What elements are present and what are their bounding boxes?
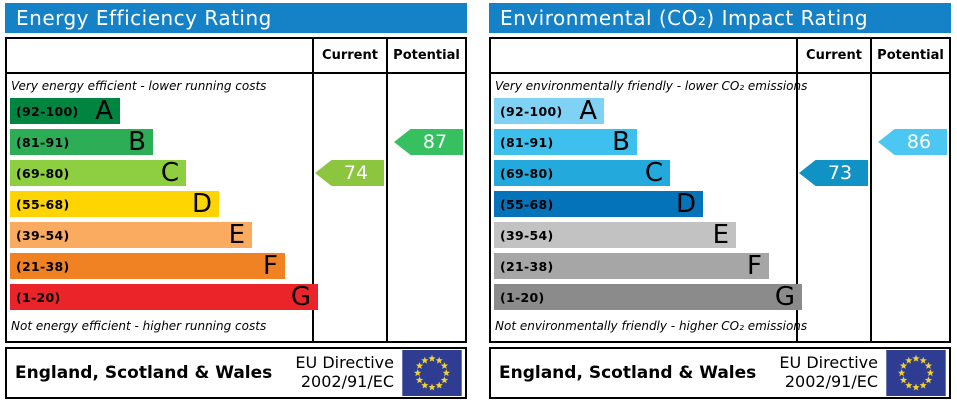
environmental-header-spacer (491, 39, 798, 72)
band-letter: F (747, 251, 762, 281)
environmental-band-b: (81-91) B (494, 129, 637, 155)
environmental-band-e: (39-54) E (494, 222, 736, 248)
environmental-potential-arrow: 86 (878, 129, 947, 155)
environmental-band-f: (21-38) F (494, 253, 769, 279)
environmental-table-header-row: Current Potential (491, 39, 949, 74)
energy-footer: England, Scotland & Wales EU Directive 2… (5, 347, 467, 399)
environmental-panel-title: Environmental (CO₂) Impact Rating (489, 3, 951, 33)
energy-band-f: (21-38) F (10, 253, 285, 279)
band-letter: B (612, 127, 630, 157)
band-range-label: (92-100) (16, 103, 79, 119)
epc-rating-charts: Energy Efficiency Rating Current Potenti… (5, 3, 957, 399)
eu-directive-line2: 2002/91/EC (300, 372, 394, 391)
environmental-band-g: (1-20) G (494, 284, 802, 310)
band-range-label: (81-91) (500, 134, 554, 150)
eu-directive-line1: EU Directive (779, 353, 878, 373)
energy-band-e: (39-54) E (10, 222, 252, 248)
band-range-label: (69-80) (500, 165, 554, 181)
energy-potential-arrow: 87 (394, 129, 463, 155)
eu-flag-icon (402, 350, 462, 396)
eu-directive-label: EU Directive 2002/91/EC (295, 353, 401, 392)
band-letter: A (579, 96, 597, 126)
band-letter: C (160, 158, 179, 188)
energy-band-a: (92-100) A (10, 98, 120, 124)
energy-band-c: (69-80) C (10, 160, 186, 186)
energy-band-g: (1-20) G (10, 284, 318, 310)
band-range-label: (1-20) (16, 289, 61, 305)
environmental-impact-panel: Environmental (CO₂) Impact Rating Curren… (489, 3, 951, 399)
band-range-label: (21-38) (16, 258, 70, 274)
band-range-label: (81-91) (16, 134, 70, 150)
environmental-band-d: (55-68) D (494, 191, 703, 217)
environmental-footer: England, Scotland & Wales EU Directive 2… (489, 347, 951, 399)
band-letter: D (675, 189, 696, 219)
energy-bottom-note: Not energy efficient - higher running co… (11, 319, 267, 333)
environmental-bottom-note: Not environmentally friendly - higher CO… (495, 319, 808, 333)
band-letter: E (712, 220, 729, 250)
band-letter: G (774, 282, 795, 312)
band-range-label: (55-68) (500, 196, 554, 212)
energy-header-spacer (7, 39, 314, 72)
band-range-label: (1-20) (500, 289, 545, 305)
band-range-label: (92-100) (500, 103, 563, 119)
environmental-table-body: Very environmentally friendly - lower CO… (491, 74, 949, 341)
band-range-label: (55-68) (16, 196, 70, 212)
band-range-label: (39-54) (16, 227, 70, 243)
band-letter: C (644, 158, 663, 188)
environmental-top-note: Very environmentally friendly - lower CO… (495, 79, 808, 93)
energy-table-body: Very energy efficient - lower running co… (7, 74, 465, 341)
eu-directive-label: EU Directive 2002/91/EC (779, 353, 885, 392)
energy-table-header-row: Current Potential (7, 39, 465, 74)
energy-top-note: Very energy efficient - lower running co… (11, 79, 267, 93)
energy-panel-title: Energy Efficiency Rating (5, 3, 467, 33)
band-letter: A (95, 96, 113, 126)
band-range-label: (21-38) (500, 258, 554, 274)
eu-directive-line1: EU Directive (295, 353, 394, 373)
environmental-current-column-header: Current (798, 39, 872, 72)
band-letter: D (191, 189, 212, 219)
eu-directive-line2: 2002/91/EC (784, 372, 878, 391)
environmental-rating-table: Current Potential Very environmentally f… (489, 37, 951, 343)
environmental-band-a: (92-100) A (494, 98, 604, 124)
energy-potential-column-header: Potential (393, 48, 460, 63)
energy-band-b: (81-91) B (10, 129, 153, 155)
environmental-potential-column: 86 (872, 74, 949, 341)
eu-flag-icon (886, 350, 946, 396)
band-letter: B (128, 127, 146, 157)
region-label: England, Scotland & Wales (15, 363, 273, 383)
band-letter: F (263, 251, 278, 281)
energy-current-column-header: Current (314, 39, 388, 72)
band-letter: E (228, 220, 245, 250)
energy-rating-table: Current Potential Very energy efficient … (5, 37, 467, 343)
region-label: England, Scotland & Wales (499, 363, 757, 383)
band-range-label: (39-54) (500, 227, 554, 243)
environmental-current-column: 73 (798, 74, 872, 341)
band-letter: G (290, 282, 311, 312)
energy-potential-column: 87 (388, 74, 465, 341)
energy-efficiency-panel: Energy Efficiency Rating Current Potenti… (5, 3, 467, 399)
environmental-current-arrow: 73 (799, 160, 868, 186)
energy-current-column: 74 (314, 74, 388, 341)
energy-current-arrow: 74 (315, 160, 384, 186)
band-range-label: (69-80) (16, 165, 70, 181)
environmental-potential-column-header: Potential (877, 48, 944, 63)
environmental-band-c: (69-80) C (494, 160, 670, 186)
energy-band-chart: Very energy efficient - lower running co… (7, 74, 318, 341)
environmental-band-chart: Very environmentally friendly - lower CO… (491, 74, 808, 341)
energy-band-d: (55-68) D (10, 191, 219, 217)
